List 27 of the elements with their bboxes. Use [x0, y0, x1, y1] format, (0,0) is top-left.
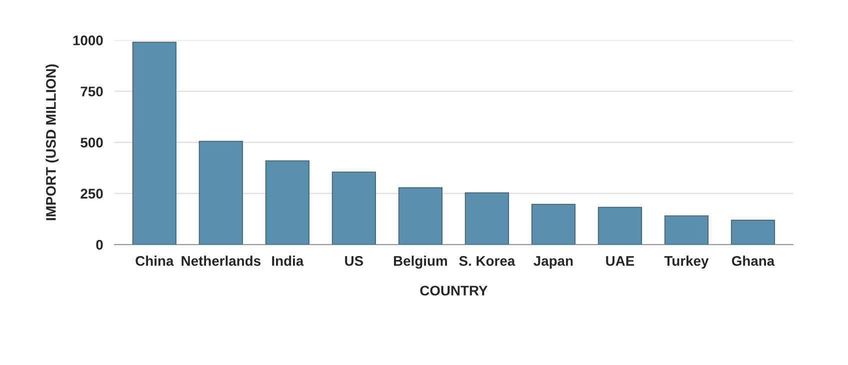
y-tick-label: 500: [80, 138, 103, 148]
bar: [464, 192, 509, 245]
y-axis-title: IMPORT (USD MILLION): [46, 64, 59, 220]
x-tick-label: Belgium: [394, 256, 447, 269]
bar: [332, 172, 376, 245]
x-tick-label: US: [345, 256, 364, 266]
x-axis-title: COUNTRY: [420, 286, 488, 296]
bar: [598, 206, 642, 245]
x-tick-label: China: [136, 256, 174, 266]
x-tick-label: Turkey: [664, 256, 709, 269]
bar: [664, 215, 708, 245]
bar: [398, 187, 442, 245]
bar: [198, 140, 243, 245]
x-tick-label: Japan: [534, 256, 573, 269]
y-tick-label: 750: [80, 86, 103, 96]
x-tick-label: Netherlands: [182, 256, 260, 266]
bar: [730, 220, 776, 245]
x-tick-label: S. Korea: [459, 256, 516, 266]
x-tick-label: India: [272, 256, 304, 266]
bar: [132, 42, 176, 245]
bar: [531, 204, 576, 245]
y-tick-label: 1000: [73, 35, 103, 46]
y-tick-label: 0: [96, 240, 103, 250]
x-tick-label: Ghana: [732, 256, 775, 266]
y-tick-label: 250: [80, 188, 103, 199]
bar: [265, 160, 310, 245]
x-tick-label: UAE: [606, 256, 634, 266]
